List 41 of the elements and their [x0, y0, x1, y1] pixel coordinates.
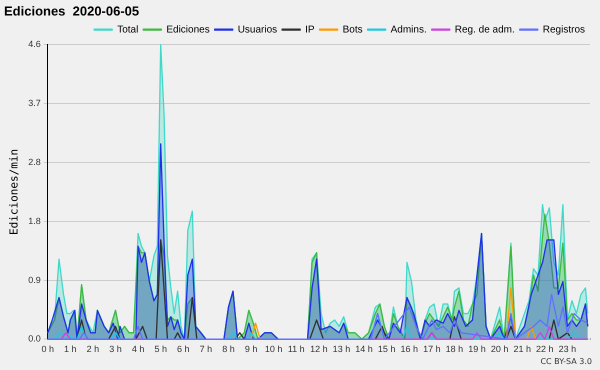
legend-label: IP	[305, 24, 315, 36]
x-tick-label: 21 h	[513, 344, 531, 354]
x-tick-label: 11 h	[288, 344, 305, 354]
x-tick-label: 15 h	[378, 344, 396, 354]
x-tick-label: 10 h	[264, 344, 282, 354]
x-tick-label: 1 h	[64, 344, 77, 354]
x-tick-label: 12 h	[310, 344, 328, 354]
x-tick-label: 14 h	[355, 344, 373, 354]
x-tick-label: 13 h	[332, 344, 350, 354]
y-tick-label: 2.8	[28, 156, 41, 167]
x-tick-label: 8 h	[222, 344, 235, 354]
x-tick-label: 23 h	[558, 344, 576, 354]
y-tick-label: 3.7	[28, 98, 41, 108]
y-tick-label: 4.6	[28, 39, 41, 50]
chart-title: Ediciones 2020-06-05	[4, 3, 140, 18]
legend-label: Total	[117, 24, 138, 36]
legend-label: Bots	[342, 24, 363, 36]
text: CC BY-SA 3.0	[540, 357, 592, 366]
x-tick-label: 17 h	[423, 344, 441, 354]
x-tick-label: 5 h	[154, 344, 167, 354]
x-tick-label: 0 h	[41, 344, 54, 354]
x-tick-label: 20 h	[490, 344, 508, 354]
x-tick-label: 19 h	[468, 344, 486, 354]
x-tick-label: 7 h	[200, 344, 212, 354]
legend-label: Registros	[542, 24, 586, 36]
x-tick-label: 2 h	[86, 344, 100, 354]
x-tick-label: 22 h	[536, 344, 554, 354]
x-tick-label: 18 h	[446, 344, 464, 354]
x-tick-label: 9 h	[244, 344, 258, 354]
y-tick-label: 0.0	[28, 334, 41, 344]
legend-label: Ediciones	[166, 24, 210, 36]
legend-label: Reg. de adm.	[454, 24, 515, 36]
x-tick-label: 3 h	[109, 344, 122, 354]
y-axis-title: Ediciones/min	[7, 148, 20, 235]
x-tick-label: 16 h	[400, 344, 418, 354]
y-tick-label: 0.9	[28, 274, 41, 285]
x-tick-label: 4 h	[132, 344, 144, 354]
y-tick-label: 1.8	[28, 216, 41, 226]
legend-label: Admins.	[390, 24, 427, 36]
legend-label: Usuarios	[238, 24, 278, 36]
x-tick-label: 6 h	[177, 344, 190, 354]
